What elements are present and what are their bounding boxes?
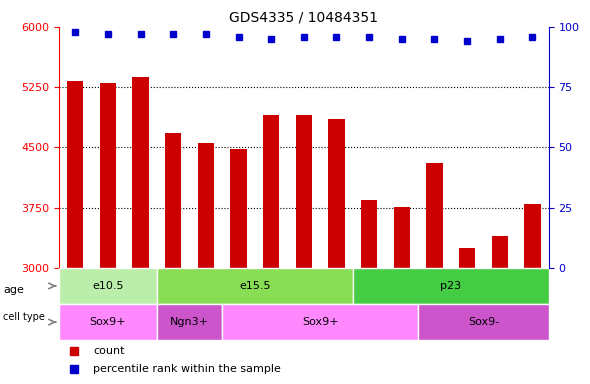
- Text: Sox9-: Sox9-: [468, 317, 499, 327]
- Bar: [459, 248, 476, 268]
- Bar: [100, 83, 116, 268]
- Text: Ngn3+: Ngn3+: [170, 317, 209, 327]
- Text: Sox9+: Sox9+: [302, 317, 339, 327]
- Bar: [67, 81, 84, 268]
- FancyBboxPatch shape: [353, 268, 549, 304]
- Bar: [231, 149, 247, 268]
- Text: e15.5: e15.5: [239, 281, 271, 291]
- FancyBboxPatch shape: [157, 304, 222, 340]
- Bar: [491, 236, 508, 268]
- FancyBboxPatch shape: [59, 268, 157, 304]
- Text: p23: p23: [440, 281, 461, 291]
- Bar: [296, 115, 312, 268]
- Text: count: count: [93, 346, 124, 356]
- Text: Sox9+: Sox9+: [90, 317, 126, 327]
- Bar: [394, 207, 410, 268]
- Text: age: age: [3, 285, 24, 295]
- Bar: [198, 142, 214, 268]
- Text: percentile rank within the sample: percentile rank within the sample: [93, 364, 281, 374]
- Bar: [263, 115, 280, 268]
- FancyBboxPatch shape: [222, 304, 418, 340]
- FancyBboxPatch shape: [157, 268, 353, 304]
- Bar: [361, 200, 378, 268]
- Bar: [525, 204, 540, 268]
- Bar: [165, 133, 182, 268]
- Text: cell type: cell type: [3, 312, 45, 322]
- Bar: [426, 164, 442, 268]
- FancyBboxPatch shape: [59, 304, 157, 340]
- Bar: [132, 77, 149, 268]
- FancyBboxPatch shape: [418, 304, 549, 340]
- Text: e10.5: e10.5: [92, 281, 124, 291]
- Bar: [328, 119, 345, 268]
- Title: GDS4335 / 10484351: GDS4335 / 10484351: [230, 10, 378, 24]
